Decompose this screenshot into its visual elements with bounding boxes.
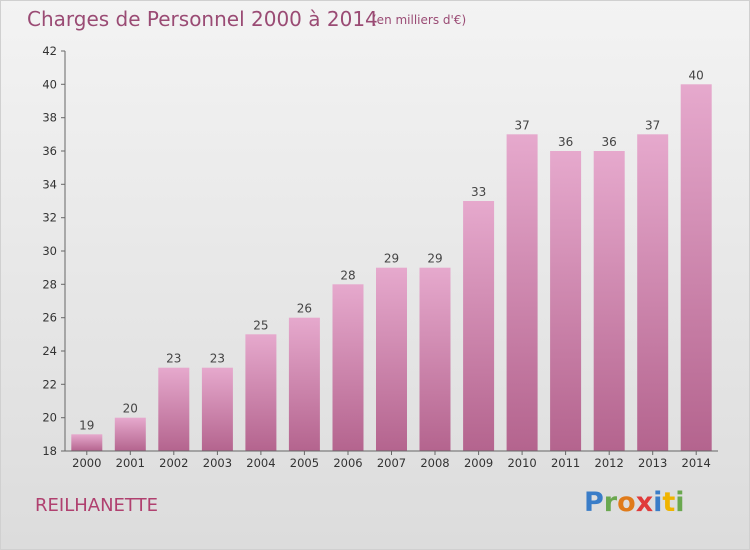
data-label-2000: 19 [79, 418, 94, 432]
data-label-2003: 23 [210, 352, 225, 366]
bar-2003 [201, 367, 233, 451]
x-tick-label-2001: 2001 [116, 456, 145, 470]
y-tick-label-26: 26 [42, 311, 57, 325]
x-tick-label-2014: 2014 [682, 456, 711, 470]
data-label-2011: 36 [558, 135, 573, 149]
bar-2010 [506, 134, 538, 452]
y-tick-label-42: 42 [42, 44, 57, 58]
proxiti-logo: Proxiti [584, 487, 685, 518]
x-tick-label-2009: 2009 [464, 456, 493, 470]
logo-letter: r [603, 487, 618, 518]
y-tick-label-24: 24 [42, 344, 57, 358]
chart-subtitle: (en milliers d'€) [372, 13, 467, 27]
data-label-2006: 28 [340, 268, 355, 282]
y-tick-label-34: 34 [42, 177, 57, 191]
data-label-2002: 23 [166, 352, 181, 366]
data-label-2008: 29 [427, 252, 442, 266]
bar-2007 [376, 267, 407, 451]
bar-2004 [245, 334, 277, 451]
logo-letter: i [653, 487, 663, 518]
data-label-2010: 37 [514, 118, 529, 132]
y-tick-label-30: 30 [42, 244, 57, 258]
bar-2006 [332, 284, 364, 451]
bar-2011 [550, 151, 582, 451]
bar-2008 [419, 267, 451, 451]
logo-letter: o [617, 487, 636, 518]
bar-2001 [114, 417, 146, 451]
logo-letter: x [635, 487, 654, 518]
logo-letter: i [675, 487, 685, 518]
data-label-2004: 25 [253, 318, 268, 332]
data-label-2001: 20 [123, 402, 138, 416]
data-label-2009: 33 [471, 185, 486, 199]
bar-2009 [463, 201, 495, 451]
data-label-2014: 40 [689, 68, 704, 82]
x-tick-label-2011: 2011 [551, 456, 580, 470]
chart-title: Charges de Personnel 2000 à 2014 [27, 7, 378, 31]
x-tick-label-2002: 2002 [159, 456, 188, 470]
x-tick-label-2008: 2008 [420, 456, 449, 470]
commune-name: REILHANETTE [35, 495, 158, 516]
x-tick-label-2003: 2003 [203, 456, 232, 470]
x-tick-label-2012: 2012 [595, 456, 624, 470]
y-tick-label-40: 40 [42, 77, 57, 91]
y-tick-label-32: 32 [42, 211, 57, 225]
x-tick-label-2013: 2013 [638, 456, 667, 470]
y-tick-label-20: 20 [42, 411, 57, 425]
y-tick-label-22: 22 [42, 377, 57, 391]
bar-2005 [288, 317, 320, 451]
logo-letter: t [662, 487, 676, 518]
x-tick-label-2006: 2006 [333, 456, 362, 470]
y-tick-label-38: 38 [42, 111, 57, 125]
bar-2013 [637, 134, 669, 452]
logo-letter: P [584, 487, 604, 518]
x-tick-label-2005: 2005 [290, 456, 319, 470]
data-label-2005: 26 [297, 302, 312, 316]
data-labels-group: 19 20 23 23 25 26 28 29 29 33 37 36 36 37 40 [79, 68, 704, 432]
x-tick-label-2000: 2000 [72, 456, 101, 470]
x-tick-label-2010: 2010 [507, 456, 536, 470]
data-label-2013: 37 [645, 118, 660, 132]
x-tick-label-2007: 2007 [377, 456, 406, 470]
bar-2014 [680, 84, 712, 452]
x-tick-label-2004: 2004 [246, 456, 275, 470]
bars-group [71, 84, 712, 452]
y-tick-label-36: 36 [42, 144, 57, 158]
y-tick-label-28: 28 [42, 277, 57, 291]
data-label-2007: 29 [384, 252, 399, 266]
data-label-2012: 36 [602, 135, 617, 149]
bar-2002 [158, 367, 190, 451]
axes-group: 2000 2001 2002 2003 2004 2005 2006 2007 2008 2009… [42, 44, 718, 470]
y-tick-label-18: 18 [42, 444, 57, 458]
bar-2000 [71, 434, 103, 451]
bar-2012 [593, 151, 625, 451]
